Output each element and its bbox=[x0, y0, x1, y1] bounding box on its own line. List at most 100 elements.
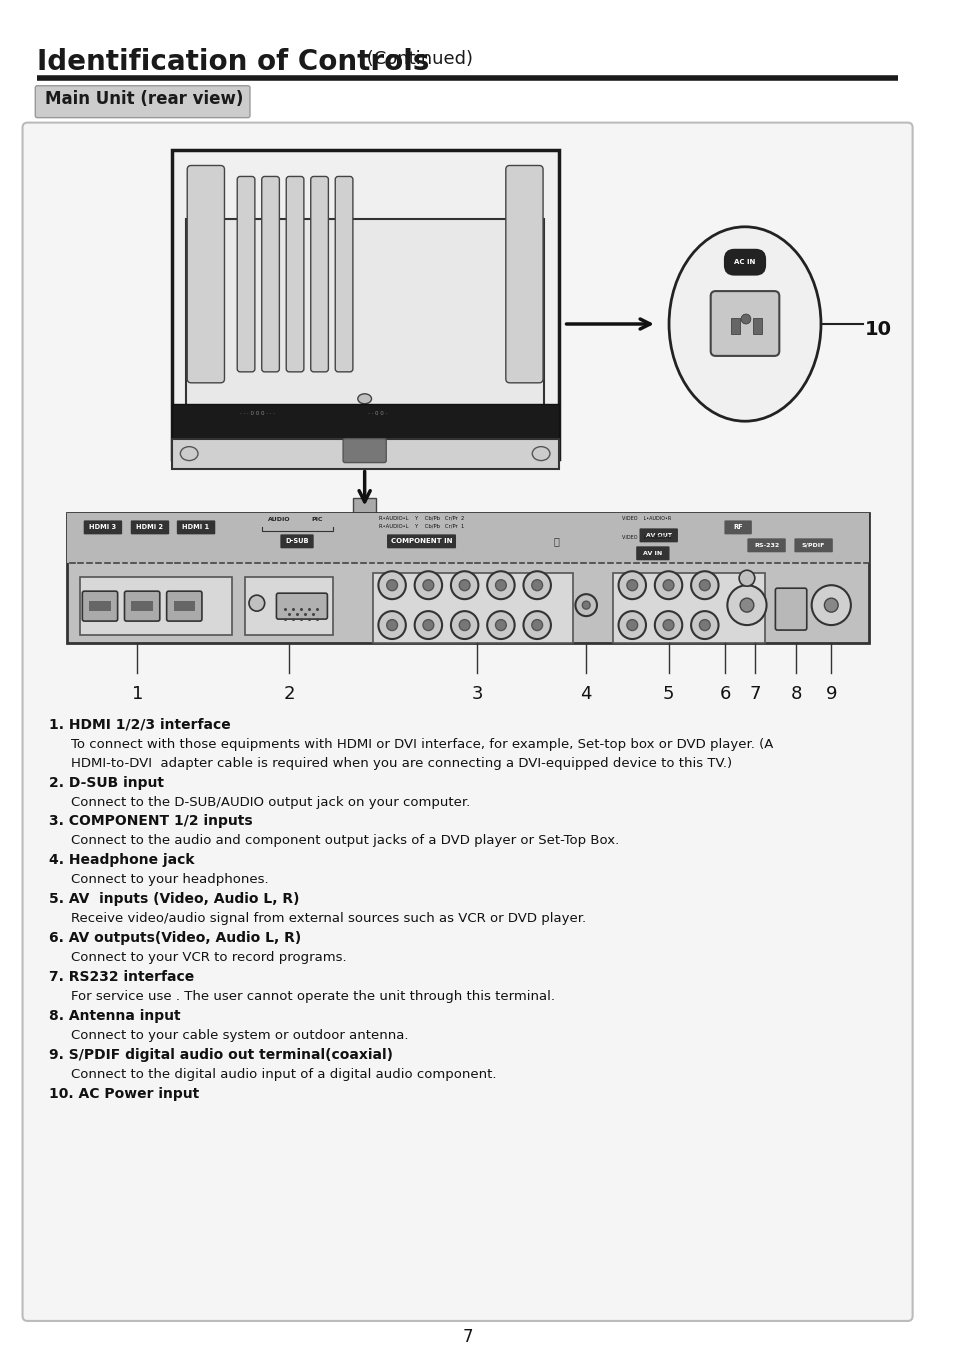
Text: 7: 7 bbox=[462, 1328, 473, 1346]
Text: 🎧: 🎧 bbox=[554, 536, 559, 547]
FancyBboxPatch shape bbox=[794, 539, 832, 552]
Bar bbox=[752, 319, 760, 333]
Circle shape bbox=[626, 579, 637, 591]
Circle shape bbox=[739, 570, 754, 586]
Text: 8: 8 bbox=[789, 684, 801, 703]
Circle shape bbox=[618, 612, 645, 639]
Text: D-SUB: D-SUB bbox=[285, 539, 309, 544]
FancyBboxPatch shape bbox=[775, 589, 806, 630]
Text: 4: 4 bbox=[579, 684, 591, 703]
Circle shape bbox=[495, 579, 506, 591]
FancyBboxPatch shape bbox=[276, 593, 327, 620]
Text: 10: 10 bbox=[863, 320, 891, 339]
FancyBboxPatch shape bbox=[176, 520, 215, 535]
Text: 3: 3 bbox=[471, 684, 482, 703]
FancyBboxPatch shape bbox=[335, 177, 353, 371]
Text: Connect to the digital audio input of a digital audio component.: Connect to the digital audio input of a … bbox=[71, 1068, 496, 1081]
Text: VIDEO    L•AUDIO•R: VIDEO L•AUDIO•R bbox=[621, 517, 671, 521]
FancyBboxPatch shape bbox=[710, 292, 779, 356]
Circle shape bbox=[823, 598, 838, 612]
Text: Connect to your cable system or outdoor antenna.: Connect to your cable system or outdoor … bbox=[71, 1029, 408, 1042]
Text: 1: 1 bbox=[132, 684, 143, 703]
Text: S/PDIF: S/PDIF bbox=[801, 543, 824, 548]
Text: HDMI-to-DVI  adapter cable is required when you are connecting a DVI-equipped de: HDMI-to-DVI adapter cable is required wh… bbox=[71, 756, 731, 770]
Text: 2: 2 bbox=[283, 684, 294, 703]
Text: 2. D-SUB input: 2. D-SUB input bbox=[49, 776, 164, 790]
Text: To connect with those equipments with HDMI or DVI interface, for example, Set-to: To connect with those equipments with HD… bbox=[71, 737, 772, 751]
Text: 5: 5 bbox=[662, 684, 674, 703]
Text: Connect to the audio and component output jacks of a DVD player or Set-Top Box.: Connect to the audio and component outpu… bbox=[71, 834, 618, 848]
Circle shape bbox=[811, 585, 850, 625]
Ellipse shape bbox=[357, 394, 371, 404]
Ellipse shape bbox=[532, 447, 549, 460]
Bar bbox=[67, 513, 867, 643]
Circle shape bbox=[690, 612, 718, 639]
Bar bbox=[67, 513, 867, 563]
FancyBboxPatch shape bbox=[280, 535, 314, 548]
Circle shape bbox=[415, 612, 441, 639]
Text: Connect to the D-SUB/AUDIO output jack on your computer.: Connect to the D-SUB/AUDIO output jack o… bbox=[71, 795, 469, 809]
Ellipse shape bbox=[249, 595, 264, 612]
Circle shape bbox=[386, 620, 397, 630]
FancyBboxPatch shape bbox=[636, 547, 669, 560]
Text: VIDEO    L•AUDIO•R: VIDEO L•AUDIO•R bbox=[621, 536, 671, 540]
Circle shape bbox=[458, 620, 470, 630]
Text: HDMI 3: HDMI 3 bbox=[90, 524, 116, 531]
FancyBboxPatch shape bbox=[639, 528, 678, 543]
Text: RS-232: RS-232 bbox=[753, 543, 779, 548]
Circle shape bbox=[487, 571, 514, 599]
Text: AV IN: AV IN bbox=[642, 551, 661, 556]
Circle shape bbox=[618, 571, 645, 599]
Bar bbox=[90, 601, 111, 612]
FancyBboxPatch shape bbox=[311, 177, 328, 371]
Circle shape bbox=[662, 579, 673, 591]
Circle shape bbox=[626, 620, 637, 630]
Circle shape bbox=[451, 612, 477, 639]
Circle shape bbox=[699, 620, 709, 630]
Circle shape bbox=[422, 620, 434, 630]
Circle shape bbox=[487, 612, 514, 639]
Ellipse shape bbox=[313, 536, 416, 551]
Circle shape bbox=[386, 579, 397, 591]
Text: Connect to your headphones.: Connect to your headphones. bbox=[71, 873, 268, 887]
Text: 9. S/PDIF digital audio out terminal(coaxial): 9. S/PDIF digital audio out terminal(coa… bbox=[49, 1048, 393, 1062]
FancyBboxPatch shape bbox=[84, 520, 122, 535]
Text: · · · 0 0 0 · · ·: · · · 0 0 0 · · · bbox=[240, 412, 274, 416]
Bar bbox=[245, 578, 333, 634]
Text: 4. Headphone jack: 4. Headphone jack bbox=[49, 853, 194, 867]
Circle shape bbox=[531, 579, 542, 591]
Text: Identification of Controls: Identification of Controls bbox=[37, 47, 429, 76]
FancyBboxPatch shape bbox=[35, 86, 250, 117]
FancyBboxPatch shape bbox=[286, 177, 304, 371]
Bar bbox=[172, 150, 558, 459]
FancyBboxPatch shape bbox=[187, 166, 224, 383]
Text: 6: 6 bbox=[719, 684, 730, 703]
Text: R•AUDIO•L    Y    Cb/Pb   Cr/Pr  2: R•AUDIO•L Y Cb/Pb Cr/Pr 2 bbox=[378, 516, 464, 520]
Circle shape bbox=[654, 571, 681, 599]
FancyBboxPatch shape bbox=[237, 177, 254, 371]
Bar bbox=[173, 601, 194, 612]
Circle shape bbox=[415, 571, 441, 599]
Text: AC IN: AC IN bbox=[734, 259, 755, 265]
Text: Main Unit (rear view): Main Unit (rear view) bbox=[45, 89, 243, 108]
FancyBboxPatch shape bbox=[746, 539, 785, 552]
Bar bbox=[372, 574, 573, 643]
Bar bbox=[186, 219, 543, 444]
Text: 10. AC Power input: 10. AC Power input bbox=[49, 1087, 199, 1100]
Ellipse shape bbox=[180, 447, 198, 460]
Circle shape bbox=[662, 620, 673, 630]
Bar bbox=[172, 439, 558, 468]
Text: PIC: PIC bbox=[311, 517, 322, 522]
FancyBboxPatch shape bbox=[343, 439, 386, 463]
Circle shape bbox=[690, 571, 718, 599]
Text: HDMI 1: HDMI 1 bbox=[182, 524, 210, 531]
Circle shape bbox=[378, 612, 405, 639]
Circle shape bbox=[575, 594, 597, 616]
Text: Connect to your VCR to record programs.: Connect to your VCR to record programs. bbox=[71, 950, 346, 964]
Circle shape bbox=[726, 585, 766, 625]
Text: Receive video/audio signal from external sources such as VCR or DVD player.: Receive video/audio signal from external… bbox=[71, 913, 585, 925]
Bar bbox=[172, 404, 558, 439]
Bar bbox=[731, 319, 740, 333]
Text: COMPONENT IN: COMPONENT IN bbox=[391, 539, 452, 544]
Bar bbox=[80, 578, 233, 634]
